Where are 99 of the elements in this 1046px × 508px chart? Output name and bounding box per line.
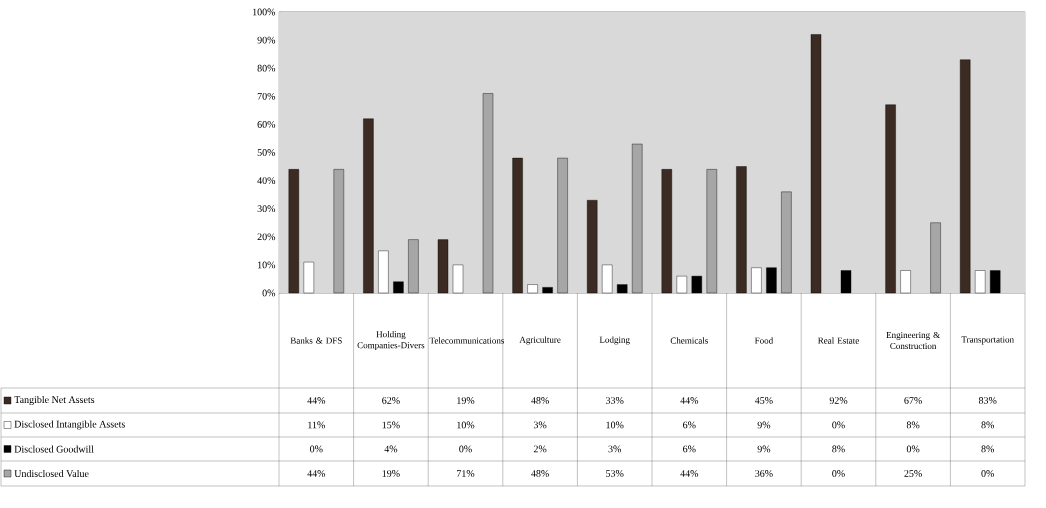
- bar: [900, 270, 911, 294]
- bar: [930, 222, 941, 294]
- bar: [990, 270, 1001, 294]
- bar: [557, 157, 568, 294]
- bar: [303, 261, 315, 294]
- data-label: 8%: [981, 445, 995, 453]
- y-tick-label: 80%: [257, 64, 276, 72]
- data-label: 8%: [906, 421, 920, 429]
- data-label: 0%: [832, 470, 845, 477]
- x-tick-label: Transportation: [961, 336, 1014, 345]
- data-label: 0%: [310, 445, 323, 453]
- bar: [840, 270, 852, 294]
- data-label: 8%: [832, 445, 845, 453]
- bar: [482, 93, 494, 294]
- data-label: 62%: [382, 397, 400, 404]
- x-tick-label: Telecommunications: [429, 337, 505, 344]
- bar: [363, 118, 374, 294]
- bar: [661, 169, 672, 294]
- bar: [736, 166, 747, 294]
- data-label: 44%: [680, 470, 699, 477]
- bar: [885, 104, 896, 294]
- data-label: 25%: [904, 470, 922, 477]
- bar: [512, 157, 523, 294]
- y-tick-label: 90%: [257, 36, 276, 44]
- bar: [632, 143, 643, 294]
- bar: [706, 169, 717, 294]
- legend-label: Tangible Net Assets: [14, 395, 95, 406]
- bar: [691, 275, 702, 294]
- bar: [617, 284, 628, 294]
- bar: [676, 275, 687, 294]
- data-label: 0%: [459, 445, 472, 453]
- data-label: 6%: [683, 421, 696, 429]
- data-label: 48%: [531, 397, 549, 404]
- bar: [766, 267, 777, 294]
- data-label: 10%: [457, 421, 475, 429]
- data-label: 9%: [757, 445, 771, 453]
- bar: [288, 169, 300, 294]
- y-tick-label: 20%: [257, 233, 276, 241]
- bar: [333, 169, 345, 294]
- data-label: 19%: [382, 470, 400, 477]
- data-label: 71%: [457, 470, 475, 477]
- data-label: 48%: [531, 470, 549, 477]
- bar: [602, 264, 613, 294]
- bar: [975, 270, 986, 294]
- bar: [408, 239, 419, 294]
- y-tick-label: 50%: [257, 149, 276, 156]
- data-label: 44%: [307, 470, 326, 477]
- data-label: 11%: [308, 421, 325, 429]
- legend-label: Disclosed Goodwill: [14, 445, 94, 453]
- y-tick-label: 10%: [258, 261, 276, 269]
- y-tick-label: 30%: [257, 205, 276, 213]
- data-label: 0%: [981, 470, 995, 477]
- y-tick-label: 70%: [257, 92, 276, 100]
- y-tick-label: 60%: [257, 121, 276, 128]
- data-label: 3%: [608, 445, 622, 453]
- bar: [751, 267, 762, 294]
- x-tick-label: Holding Companies-Divers: [357, 330, 425, 351]
- data-label: 8%: [981, 421, 995, 429]
- x-tick-label: Banks & DFS: [290, 337, 342, 344]
- data-label: 6%: [683, 445, 696, 453]
- data-label: 45%: [754, 397, 773, 404]
- bar: [527, 284, 538, 294]
- y-tick-label: 0%: [262, 289, 276, 297]
- data-label: 9%: [757, 421, 771, 429]
- x-tick-label: Food: [754, 337, 774, 344]
- data-label: 2%: [533, 445, 547, 453]
- data-label: 53%: [606, 470, 624, 477]
- data-label: 0%: [906, 445, 920, 453]
- data-label: 83%: [978, 397, 997, 404]
- legend-label: Disclosed Intangible Assets: [14, 420, 125, 430]
- data-label: 67%: [904, 397, 922, 404]
- x-tick-label: Real Estate: [818, 337, 859, 344]
- y-tick-label: 100%: [253, 8, 276, 16]
- x-tick-label: Chemicals: [670, 337, 708, 344]
- bar: [587, 200, 598, 294]
- bar: [452, 264, 464, 294]
- data-label: 36%: [755, 470, 773, 477]
- bar: [960, 59, 971, 294]
- data-label: 19%: [457, 397, 475, 404]
- bar: [810, 34, 822, 294]
- bar: [437, 239, 449, 294]
- y-tick-label: 40%: [257, 177, 276, 184]
- bar: [542, 287, 553, 294]
- bar: [378, 250, 389, 294]
- x-tick-label: Agriculture: [519, 336, 561, 345]
- bar: [393, 281, 404, 294]
- data-label: 10%: [606, 421, 624, 429]
- data-label: 92%: [829, 397, 848, 404]
- data-label: 44%: [307, 397, 326, 404]
- x-tick-label: Lodging: [599, 336, 630, 345]
- x-tick-label: Engineering & Construction: [886, 331, 940, 350]
- data-label: 15%: [382, 421, 400, 429]
- bar: [781, 191, 792, 294]
- data-label: 4%: [384, 445, 398, 453]
- data-label: 33%: [606, 397, 624, 404]
- data-label: 44%: [680, 397, 699, 404]
- legend-label: Undisclosed Value: [14, 469, 89, 478]
- data-label: 0%: [832, 421, 845, 429]
- data-label: 3%: [533, 421, 547, 429]
